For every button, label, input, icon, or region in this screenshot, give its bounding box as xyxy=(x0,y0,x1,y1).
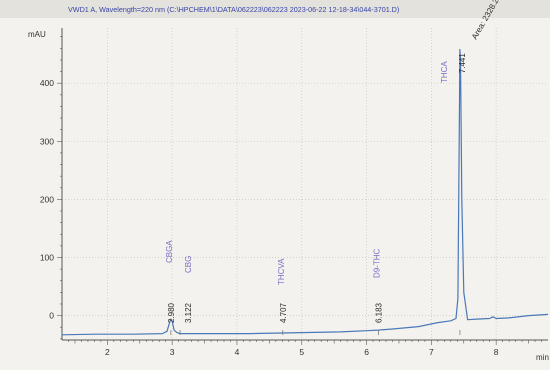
peak-compound-name: CBGA xyxy=(165,240,174,263)
tick-labels: 2 3 4 5 6 7 8 0 100 200 300 400 xyxy=(40,78,499,357)
chart-header-bar xyxy=(0,0,550,18)
x-tick-label: 5 xyxy=(299,347,304,357)
x-tick-label: 6 xyxy=(364,347,369,357)
peak-compound-name: D9-THC xyxy=(372,248,381,278)
y-tick-label: 400 xyxy=(40,78,54,88)
peak-retention-time: 3.122 xyxy=(184,302,193,323)
peak-retention-time: 7.441 xyxy=(458,53,467,74)
peak-compound-name: THCA xyxy=(440,61,449,83)
peak-annotations: 2.980 CBGA 3.122 CBG 4.707 THCVA 6.183 D9-THC 7.… xyxy=(165,53,467,336)
peak-compound-name: CBG xyxy=(184,256,193,273)
x-tick-label: 2 xyxy=(105,347,110,357)
y-tick-label: 200 xyxy=(40,194,54,204)
axes xyxy=(57,28,548,345)
x-tick-label: 7 xyxy=(429,347,434,357)
y-tick-label: 100 xyxy=(40,252,54,262)
peak-compound-name: THCVA xyxy=(277,258,286,285)
grid xyxy=(62,28,548,340)
y-axis-unit: mAU xyxy=(28,30,46,39)
y-tick-label: 300 xyxy=(40,136,54,146)
chart-title: VWD1 A, Wavelength=220 nm (C:\HPCHEM\1\D… xyxy=(68,5,399,14)
peak-retention-time: 6.183 xyxy=(374,302,383,323)
series-line xyxy=(61,48,549,336)
x-tick-label: 8 xyxy=(494,347,499,357)
y-tick-label: 0 xyxy=(49,311,54,321)
peak-retention-time: 4.707 xyxy=(279,302,288,323)
x-tick-label: 3 xyxy=(170,347,175,357)
trace xyxy=(61,48,549,336)
x-tick-label: 4 xyxy=(235,347,240,357)
peak-retention-time: 2.980 xyxy=(167,302,176,323)
x-axis-unit: min xyxy=(536,353,549,362)
